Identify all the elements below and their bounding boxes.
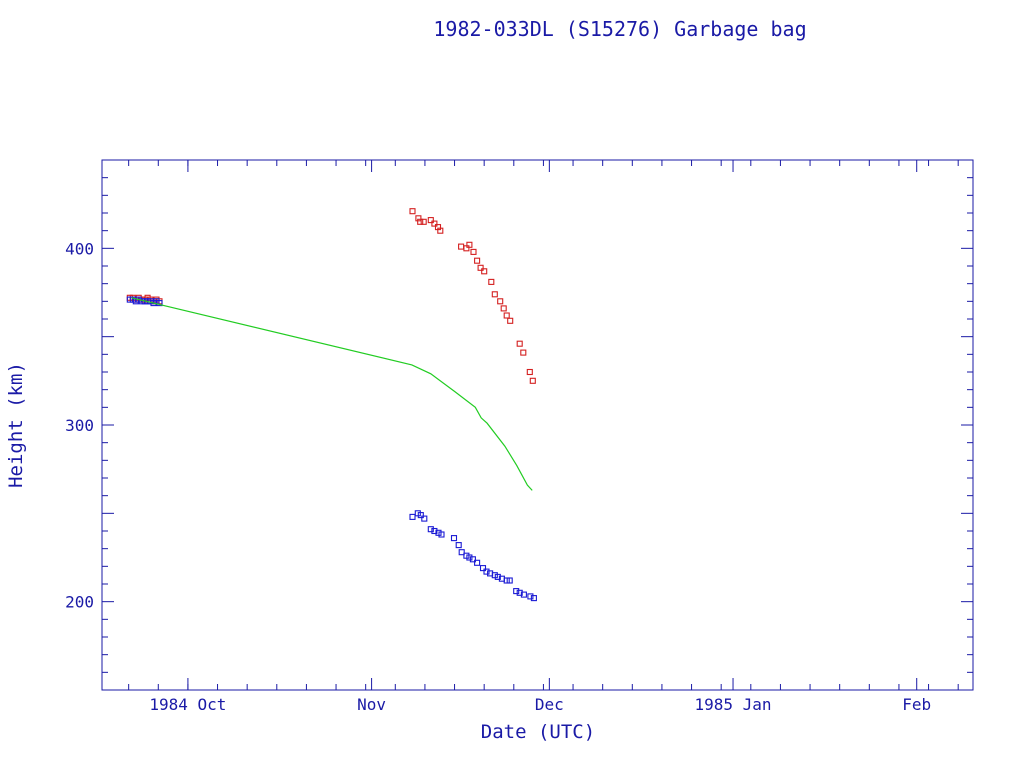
apogee-point (477, 264, 484, 271)
perigee-point (417, 512, 424, 519)
perigee-point (513, 588, 520, 595)
apogee-point (516, 340, 523, 347)
perigee-point (483, 568, 490, 575)
perigee-point (427, 526, 434, 533)
perigee-point (527, 593, 534, 600)
model-line (131, 297, 533, 491)
perigee-point (438, 531, 445, 538)
perigee-point (455, 542, 462, 549)
perigee-point (469, 556, 476, 563)
x-tick-label: Feb (902, 695, 931, 714)
apogee-point (507, 317, 514, 324)
data-marks (126, 208, 537, 602)
x-tick-label: Dec (535, 695, 564, 714)
apogee-point (458, 243, 465, 250)
apogee-point (481, 268, 488, 275)
y-axis-label: Height (km) (5, 362, 27, 488)
apogee-point (415, 215, 422, 222)
apogee-point (431, 220, 438, 227)
apogee-point (529, 377, 536, 384)
apogee-point (520, 349, 527, 356)
perigee-point (494, 573, 501, 580)
apogee-point (437, 227, 444, 234)
y-tick-label: 200 (65, 593, 94, 612)
apogee-point (488, 278, 495, 285)
perigee-point (516, 589, 523, 596)
x-axis-label: Date (UTC) (481, 721, 595, 743)
tick-labels: 1984 Oct Nov Dec 1985 Jan Feb 200 300 400 (65, 239, 931, 714)
perigee-point (450, 535, 458, 542)
perigee-point (156, 300, 163, 307)
perigee-point (479, 565, 487, 572)
perigee-point (530, 595, 537, 602)
perigee-point (431, 527, 438, 535)
apogee-point (497, 298, 504, 305)
apogee-point (474, 257, 481, 264)
perigee-point (458, 549, 465, 556)
y-tick-label: 400 (65, 239, 94, 258)
perigee-point (520, 591, 527, 598)
perigee-point (421, 515, 428, 522)
apogee-point (417, 218, 424, 225)
axis-ticks (102, 159, 973, 691)
apogee-point (526, 368, 533, 376)
perigee-point (466, 554, 473, 561)
apogee-point (427, 217, 434, 224)
apogee-point (491, 291, 498, 298)
apogee-point (420, 218, 427, 225)
apogee-point (500, 305, 507, 312)
perigee-point (409, 513, 416, 520)
plot-border (101, 159, 974, 691)
perigee-point (506, 577, 513, 584)
apogee-point (409, 208, 416, 215)
x-tick-label: 1985 Jan (694, 695, 771, 714)
x-tick-label: Nov (357, 695, 386, 714)
apogee-point (503, 312, 510, 319)
x-tick-label: 1984 Oct (149, 695, 226, 714)
y-tick-label: 300 (65, 416, 94, 435)
apogee-point (466, 241, 473, 248)
apogee-point (470, 248, 477, 255)
plot-frame (101, 159, 974, 691)
perigee-point (474, 559, 481, 566)
chart-title: 1982-033DL (S15276) Garbage bag (433, 17, 806, 41)
